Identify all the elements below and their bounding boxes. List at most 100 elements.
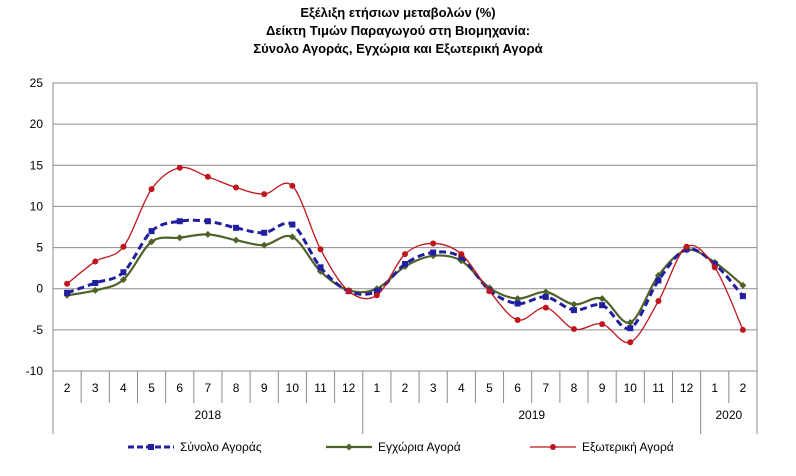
data-point [317, 264, 324, 271]
data-point [148, 228, 155, 235]
data-point [91, 286, 99, 294]
data-point [655, 277, 662, 284]
chart-title-line-3: Σύνολο Αγοράς, Εγχώρια και Εξωτερική Αγο… [253, 41, 543, 56]
x-tick-label: 2 [740, 381, 747, 395]
x-tick-label: 5 [486, 381, 493, 395]
data-point [402, 261, 408, 268]
data-point [204, 230, 212, 238]
legend-label: Εξωτερική Αγορά [582, 440, 674, 454]
plot-area-border [52, 82, 758, 372]
data-point [542, 304, 549, 311]
x-tick-label: 5 [148, 381, 155, 395]
x-tick-label: 9 [261, 381, 268, 395]
data-point [92, 279, 99, 286]
data-point [176, 218, 183, 225]
data-point [120, 269, 127, 276]
x-tick-label: 10 [624, 381, 638, 395]
data-point [289, 221, 296, 228]
data-point [261, 191, 268, 198]
x-tick-label: 1 [711, 381, 718, 395]
x-tick-label: 2 [402, 381, 409, 395]
data-point [148, 186, 155, 193]
data-point [655, 298, 662, 305]
data-point [739, 293, 746, 300]
data-point [570, 300, 578, 308]
data-point [204, 218, 211, 225]
y-tick-label: 15 [30, 158, 44, 172]
x-tick-label: 3 [430, 381, 437, 395]
data-point [711, 264, 718, 271]
data-point [176, 164, 183, 171]
data-point [570, 326, 577, 333]
data-point [148, 238, 156, 246]
year-label: 2020 [715, 408, 742, 422]
data-point [373, 288, 380, 295]
data-point [345, 288, 352, 295]
x-tick-label: 2 [64, 381, 71, 395]
x-tick-label: 9 [599, 381, 606, 395]
y-tick-label: 20 [30, 117, 44, 131]
data-point [514, 316, 521, 323]
data-point [599, 321, 606, 328]
legend-label: Εγχώρια Αγορά [378, 440, 461, 454]
data-point [542, 293, 549, 300]
x-tick-label: 3 [92, 381, 99, 395]
data-point [683, 243, 690, 250]
x-tick-label: 7 [542, 381, 549, 395]
y-tick-label: 25 [30, 76, 44, 90]
x-tick-label: 7 [205, 381, 212, 395]
data-point [739, 326, 746, 333]
x-tick-label: 11 [652, 381, 665, 395]
data-point [570, 307, 577, 314]
x-tick-label: 4 [120, 381, 127, 395]
data-point [373, 292, 380, 299]
data-point [317, 246, 324, 253]
legend-marker [148, 444, 154, 450]
data-point [120, 243, 127, 250]
data-point [626, 318, 634, 326]
data-point [514, 295, 522, 303]
data-point [458, 254, 465, 261]
data-point [261, 229, 268, 236]
data-point [514, 300, 521, 307]
data-point [119, 276, 127, 284]
y-tick-label: -5 [32, 323, 43, 337]
data-point [64, 289, 71, 296]
x-tick-label: 8 [571, 381, 578, 395]
data-point [233, 184, 240, 191]
chart-title-line-2: Δείκτη Τιμών Παραγωγού στη Βιομηχανία: [265, 23, 531, 38]
y-tick-label: 10 [30, 199, 44, 213]
data-point [739, 281, 747, 289]
x-tick-label: 12 [342, 381, 356, 395]
data-point [627, 325, 634, 332]
x-tick-label: 4 [458, 381, 465, 395]
data-point [654, 272, 662, 280]
data-point [64, 280, 71, 287]
data-point [92, 258, 99, 265]
data-point [598, 295, 606, 303]
data-point [542, 288, 550, 296]
data-point [627, 339, 634, 346]
data-point [458, 251, 465, 258]
data-point [288, 233, 296, 241]
legend-marker [550, 444, 556, 450]
y-tick-label: 5 [36, 241, 43, 255]
data-point [176, 234, 184, 242]
x-tick-label: 8 [233, 381, 240, 395]
y-tick-label: -10 [26, 364, 44, 378]
x-tick-label: 6 [514, 381, 521, 395]
x-tick-label: 1 [373, 381, 380, 395]
data-point [289, 182, 296, 189]
data-point [430, 249, 437, 256]
data-point [599, 302, 606, 309]
legend-label: Σύνολο Αγοράς [180, 440, 262, 454]
data-point [233, 224, 240, 231]
data-point [232, 236, 240, 244]
series-line [66, 218, 745, 331]
chart-title: Εξέλιξη ετήσιων μεταβολών (%) Δείκτη Τιμ… [0, 4, 796, 58]
data-point [430, 240, 437, 247]
data-point [204, 173, 211, 180]
data-point [711, 261, 718, 268]
